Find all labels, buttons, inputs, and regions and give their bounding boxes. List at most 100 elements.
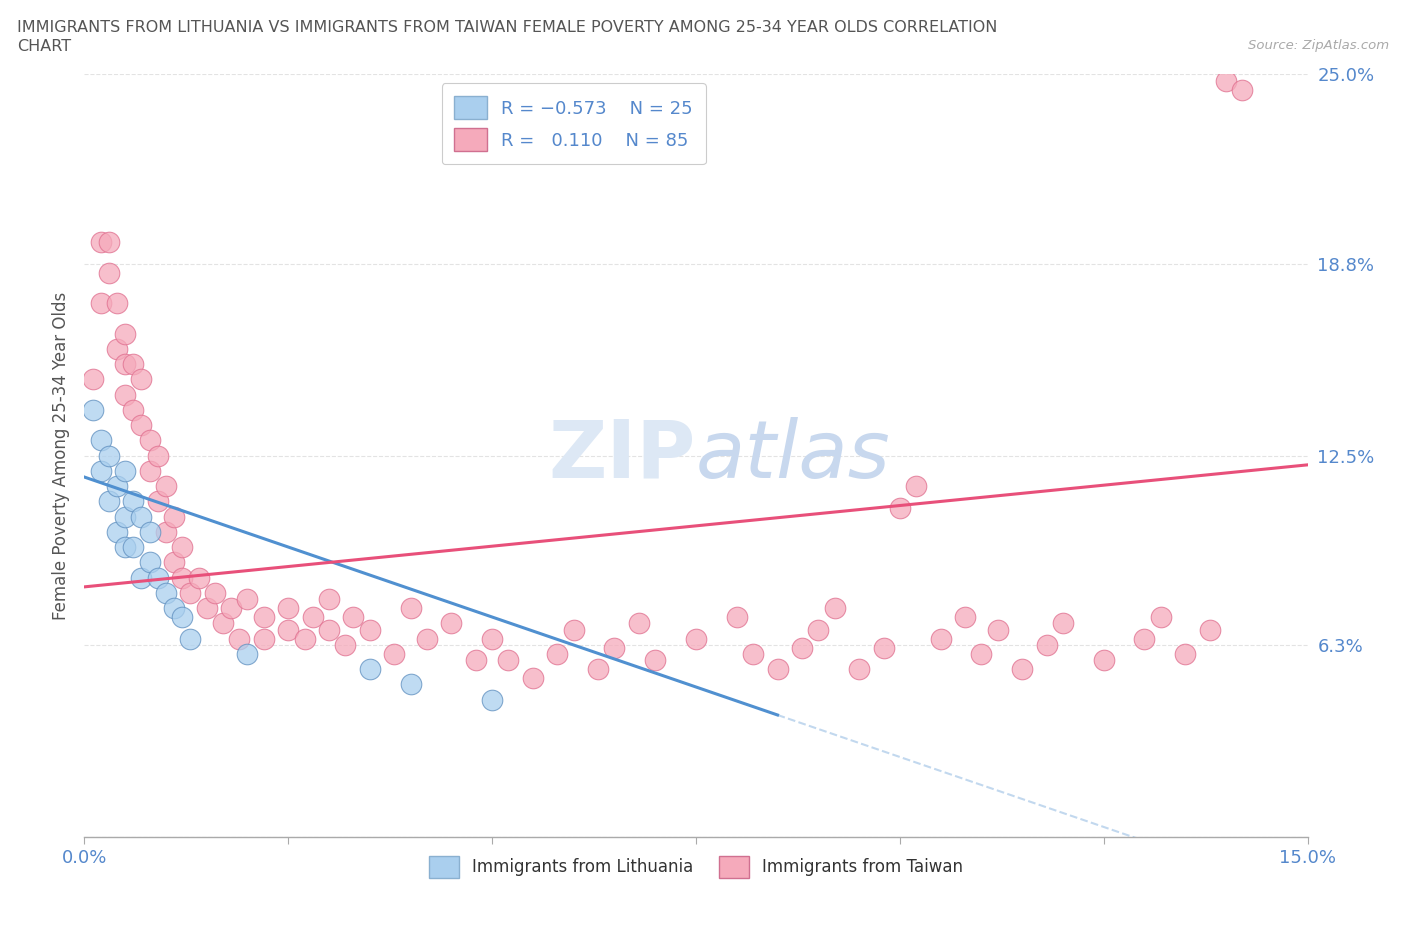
Point xyxy=(627,616,650,631)
Point xyxy=(1150,610,1173,625)
Point xyxy=(481,631,503,646)
Point xyxy=(766,662,789,677)
Point xyxy=(138,555,160,570)
Point xyxy=(335,637,357,652)
Point xyxy=(122,403,145,418)
Point xyxy=(1011,662,1033,677)
Point xyxy=(146,448,169,463)
Point xyxy=(725,610,748,625)
Point xyxy=(562,622,585,637)
Text: IMMIGRANTS FROM LITHUANIA VS IMMIGRANTS FROM TAIWAN FEMALE POVERTY AMONG 25-34 Y: IMMIGRANTS FROM LITHUANIA VS IMMIGRANTS … xyxy=(17,20,997,35)
Point xyxy=(219,601,242,616)
Point xyxy=(236,646,259,661)
Point xyxy=(440,616,463,631)
Point xyxy=(790,641,813,656)
Point xyxy=(131,372,153,387)
Point xyxy=(114,326,136,341)
Point xyxy=(253,610,276,625)
Point xyxy=(481,692,503,707)
Point xyxy=(644,653,666,668)
Text: atlas: atlas xyxy=(696,417,891,495)
Point xyxy=(685,631,707,646)
Point xyxy=(163,555,186,570)
Point xyxy=(172,539,194,554)
Point xyxy=(212,616,235,631)
Point xyxy=(114,357,136,372)
Point xyxy=(163,601,186,616)
Point xyxy=(105,341,128,356)
Point xyxy=(122,357,145,372)
Point xyxy=(236,591,259,606)
Point xyxy=(114,510,136,525)
Point xyxy=(122,494,145,509)
Point xyxy=(187,570,209,585)
Point xyxy=(848,662,870,677)
Text: Source: ZipAtlas.com: Source: ZipAtlas.com xyxy=(1249,39,1389,52)
Point xyxy=(522,671,544,685)
Point xyxy=(807,622,830,637)
Legend: Immigrants from Lithuania, Immigrants from Taiwan: Immigrants from Lithuania, Immigrants fr… xyxy=(420,848,972,886)
Point xyxy=(1133,631,1156,646)
Point xyxy=(399,677,422,692)
Point xyxy=(1052,616,1074,631)
Point xyxy=(742,646,765,661)
Point xyxy=(342,610,364,625)
Point xyxy=(228,631,250,646)
Point xyxy=(399,601,422,616)
Point xyxy=(1215,73,1237,88)
Point xyxy=(603,641,626,656)
Point xyxy=(97,448,120,463)
Point xyxy=(970,646,993,661)
Point xyxy=(253,631,276,646)
Point xyxy=(82,372,104,387)
Point xyxy=(172,610,194,625)
Point xyxy=(122,539,145,554)
Point xyxy=(138,433,160,448)
Point xyxy=(138,463,160,478)
Point xyxy=(382,646,405,661)
Point xyxy=(138,525,160,539)
Point xyxy=(1232,82,1254,97)
Point xyxy=(97,494,120,509)
Text: ZIP: ZIP xyxy=(548,417,696,495)
Point xyxy=(204,586,226,601)
Point xyxy=(114,463,136,478)
Point xyxy=(97,265,120,280)
Point xyxy=(318,622,340,637)
Point xyxy=(146,494,169,509)
Point xyxy=(114,539,136,554)
Point xyxy=(90,296,112,311)
Point xyxy=(131,510,153,525)
Point xyxy=(1174,646,1197,661)
Point xyxy=(1092,653,1115,668)
Point xyxy=(131,418,153,432)
Point xyxy=(97,234,120,249)
Y-axis label: Female Poverty Among 25-34 Year Olds: Female Poverty Among 25-34 Year Olds xyxy=(52,292,70,619)
Point xyxy=(277,622,299,637)
Point xyxy=(155,586,177,601)
Point xyxy=(953,610,976,625)
Point xyxy=(929,631,952,646)
Point xyxy=(114,387,136,402)
Point xyxy=(172,570,194,585)
Text: CHART: CHART xyxy=(17,39,70,54)
Point xyxy=(105,525,128,539)
Point xyxy=(163,510,186,525)
Point xyxy=(155,525,177,539)
Point xyxy=(146,570,169,585)
Point xyxy=(987,622,1010,637)
Point xyxy=(416,631,439,646)
Point xyxy=(301,610,323,625)
Point xyxy=(90,234,112,249)
Point xyxy=(155,479,177,494)
Point xyxy=(359,622,381,637)
Point xyxy=(179,586,201,601)
Point xyxy=(905,479,928,494)
Point xyxy=(195,601,218,616)
Point xyxy=(824,601,846,616)
Point xyxy=(318,591,340,606)
Point xyxy=(872,641,894,656)
Point xyxy=(105,479,128,494)
Point xyxy=(889,500,911,515)
Point xyxy=(277,601,299,616)
